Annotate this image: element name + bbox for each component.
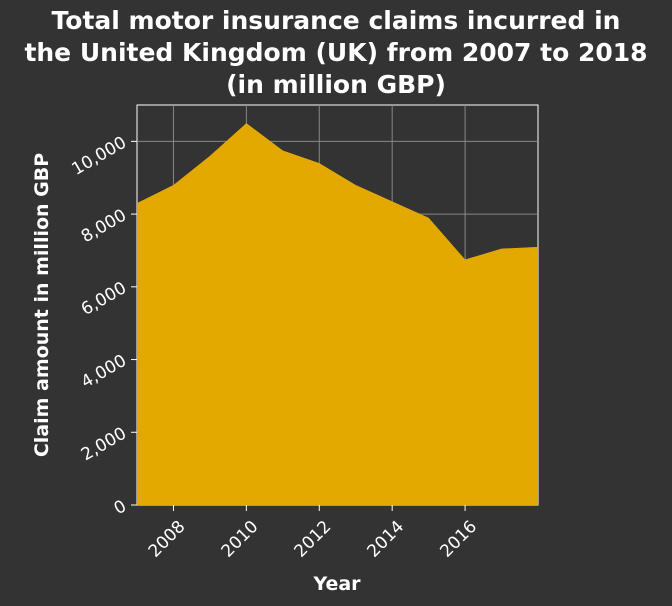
- chart-title-line-1: Total motor insurance claims incurred in: [52, 6, 621, 35]
- chart-title-line-3: (in million GBP): [226, 70, 446, 99]
- x-tick-label: 2012: [291, 517, 336, 562]
- x-tick-label: 2016: [436, 517, 481, 562]
- y-axis-title: Claim amount in million GBP: [31, 153, 53, 457]
- y-tick-label: 0: [111, 496, 130, 519]
- x-tick-label: 2010: [218, 517, 263, 562]
- x-tick-label: 2014: [363, 517, 408, 562]
- y-tick-label: 4,000: [78, 351, 130, 393]
- area-series: [137, 123, 538, 506]
- x-axis-title: Year: [312, 573, 361, 595]
- y-tick-label: 8,000: [78, 205, 130, 247]
- y-tick-label: 10,000: [68, 133, 130, 180]
- y-tick-label: 6,000: [78, 278, 130, 320]
- x-tick-label: 2008: [145, 517, 190, 562]
- y-tick-label: 2,000: [78, 424, 130, 466]
- chart-title-line-2: the United Kingdom (UK) from 2007 to 201…: [24, 38, 647, 67]
